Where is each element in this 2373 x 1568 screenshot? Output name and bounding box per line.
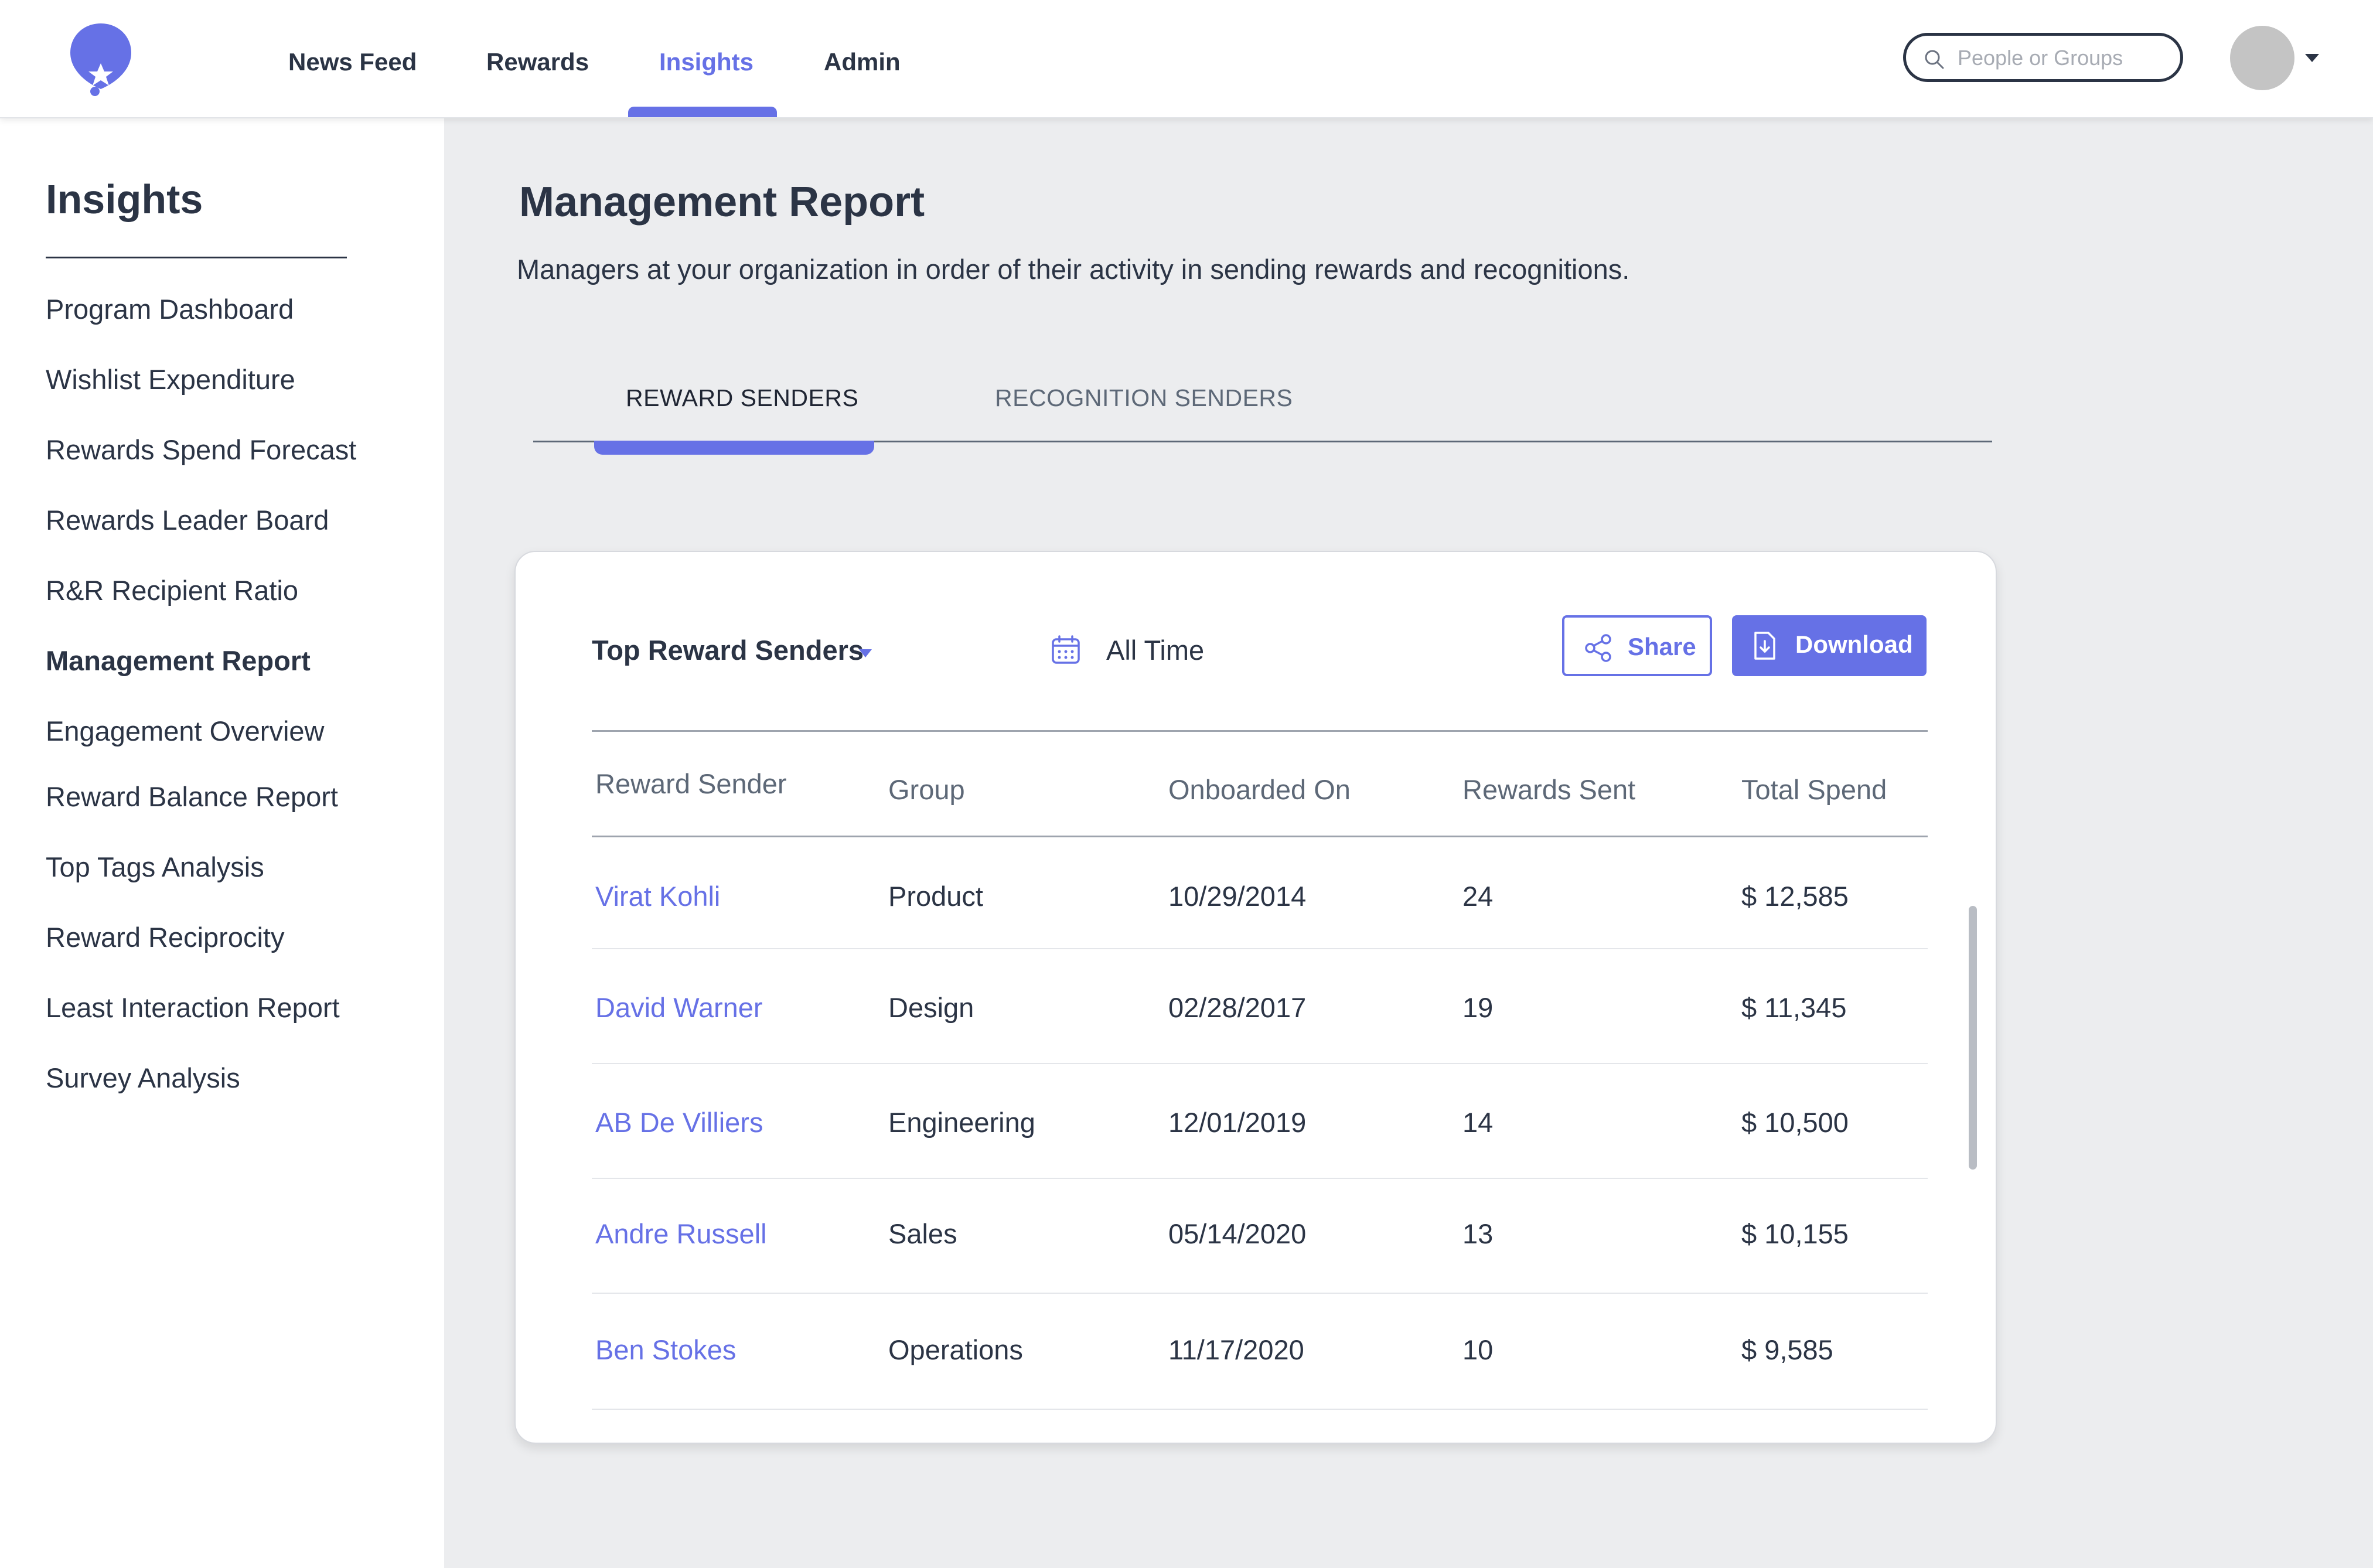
reward-sender-link[interactable]: AB De Villiers	[595, 1107, 763, 1138]
total-spend-cell: $ 10,500	[1741, 1107, 1849, 1138]
table-header-rule	[592, 836, 1928, 837]
top-navigation-bar: News Feed Rewards Insights Admin	[0, 0, 2373, 118]
chevron-down-icon[interactable]	[2305, 54, 2319, 62]
sidebar-item-wishlist-expenditure[interactable]: Wishlist Expenditure	[46, 364, 295, 395]
sidebar-item-rr-recipient-ratio[interactable]: R&R Recipient Ratio	[46, 575, 299, 606]
column-header-onboarded-on[interactable]: Onboarded On	[1168, 774, 1351, 805]
total-spend-cell: $ 10,155	[1741, 1218, 1849, 1249]
column-header-reward-sender[interactable]: Reward Sender	[595, 768, 787, 799]
nav-insights[interactable]: Insights	[659, 48, 754, 76]
column-header-rewards-sent[interactable]: Rewards Sent	[1462, 774, 1636, 805]
total-spend-cell: $ 12,585	[1741, 881, 1849, 912]
group-cell: Design	[888, 992, 974, 1023]
app-logo-balloon-icon[interactable]	[67, 21, 135, 97]
reward-sender-link[interactable]: Andre Russell	[595, 1218, 767, 1249]
rewards-sent-cell: 13	[1462, 1218, 1494, 1249]
dropdown-caret-icon[interactable]	[859, 649, 872, 657]
rewards-sent-cell: 14	[1462, 1107, 1494, 1138]
download-button[interactable]: Download	[1732, 615, 1927, 676]
onboarded-cell: 10/29/2014	[1168, 881, 1307, 912]
rewards-sent-cell: 19	[1462, 992, 1494, 1023]
main-content: Management Report Managers at your organ…	[444, 117, 2373, 1568]
column-header-total-spend[interactable]: Total Spend	[1741, 774, 1887, 805]
reward-sender-link[interactable]: David Warner	[595, 992, 763, 1023]
sidebar-item-survey-analysis[interactable]: Survey Analysis	[46, 1062, 240, 1093]
tab-active-indicator	[594, 441, 874, 455]
total-spend-cell: $ 9,585	[1741, 1334, 1833, 1365]
onboarded-cell: 12/01/2019	[1168, 1107, 1307, 1138]
rewards-sent-cell: 10	[1462, 1334, 1494, 1365]
sidebar-title: Insights	[46, 176, 203, 222]
nav-news-feed[interactable]: News Feed	[288, 48, 417, 76]
page-description: Managers at your organization in order o…	[517, 254, 1630, 285]
table-scrollbar[interactable]	[1969, 906, 1977, 1170]
row-divider	[592, 1178, 1928, 1179]
share-button[interactable]: Share	[1562, 615, 1712, 676]
sidebar-item-least-interaction-report[interactable]: Least Interaction Report	[46, 992, 340, 1023]
report-type-dropdown[interactable]: Top Reward Senders	[592, 635, 864, 666]
download-button-label: Download	[1795, 630, 1913, 658]
group-cell: Sales	[888, 1218, 957, 1249]
row-divider	[592, 1409, 1928, 1410]
sidebar-divider	[46, 257, 347, 258]
onboarded-cell: 05/14/2020	[1168, 1218, 1307, 1249]
rewards-sent-cell: 24	[1462, 881, 1494, 912]
nav-rewards[interactable]: Rewards	[486, 48, 589, 76]
reward-sender-link[interactable]: Virat Kohli	[595, 881, 721, 912]
row-divider	[592, 1063, 1928, 1064]
nav-active-indicator	[628, 107, 777, 117]
sidebar-item-rewards-leader-board[interactable]: Rewards Leader Board	[46, 505, 329, 536]
nav-admin[interactable]: Admin	[824, 48, 901, 76]
tabs-divider	[533, 441, 1992, 442]
total-spend-cell: $ 11,345	[1741, 992, 1847, 1023]
user-avatar[interactable]	[2230, 26, 2294, 90]
sidebar-item-reward-reciprocity[interactable]: Reward Reciprocity	[46, 922, 285, 953]
search-box[interactable]	[1903, 33, 2183, 82]
sidebar-item-management-report[interactable]: Management Report	[46, 645, 311, 676]
page-title: Management Report	[519, 179, 925, 226]
group-cell: Operations	[888, 1334, 1023, 1365]
date-range-selector[interactable]: All Time	[1106, 635, 1205, 666]
group-cell: Engineering	[888, 1107, 1035, 1138]
sidebar-item-engagement-overview[interactable]: Engagement Overview	[46, 715, 325, 746]
search-icon	[1925, 50, 1944, 69]
reward-sender-link[interactable]: Ben Stokes	[595, 1334, 737, 1365]
download-file-icon	[1754, 632, 1775, 660]
onboarded-cell: 02/28/2017	[1168, 992, 1307, 1023]
tab-reward-senders[interactable]: REWARD SENDERS	[626, 384, 859, 411]
group-cell: Product	[888, 881, 983, 912]
sidebar: Insights Program Dashboard Wishlist Expe…	[0, 117, 444, 1568]
share-icon	[1585, 634, 1611, 662]
calendar-icon[interactable]	[1050, 634, 1082, 666]
row-divider	[592, 1293, 1928, 1294]
onboarded-cell: 11/17/2020	[1168, 1334, 1304, 1365]
table-top-rule	[592, 730, 1928, 732]
sidebar-item-reward-balance-report[interactable]: Reward Balance Report	[46, 781, 338, 812]
search-input[interactable]	[1956, 42, 2170, 74]
sidebar-item-rewards-spend-forecast[interactable]: Rewards Spend Forecast	[46, 434, 357, 465]
sidebar-item-program-dashboard[interactable]: Program Dashboard	[46, 294, 294, 325]
tab-recognition-senders[interactable]: RECOGNITION SENDERS	[995, 384, 1293, 411]
report-card: Top Reward Senders All Time Share	[514, 551, 1997, 1444]
row-divider	[592, 948, 1928, 949]
column-header-group[interactable]: Group	[888, 774, 965, 805]
share-button-label: Share	[1628, 633, 1696, 660]
sidebar-item-top-tags-analysis[interactable]: Top Tags Analysis	[46, 851, 264, 882]
